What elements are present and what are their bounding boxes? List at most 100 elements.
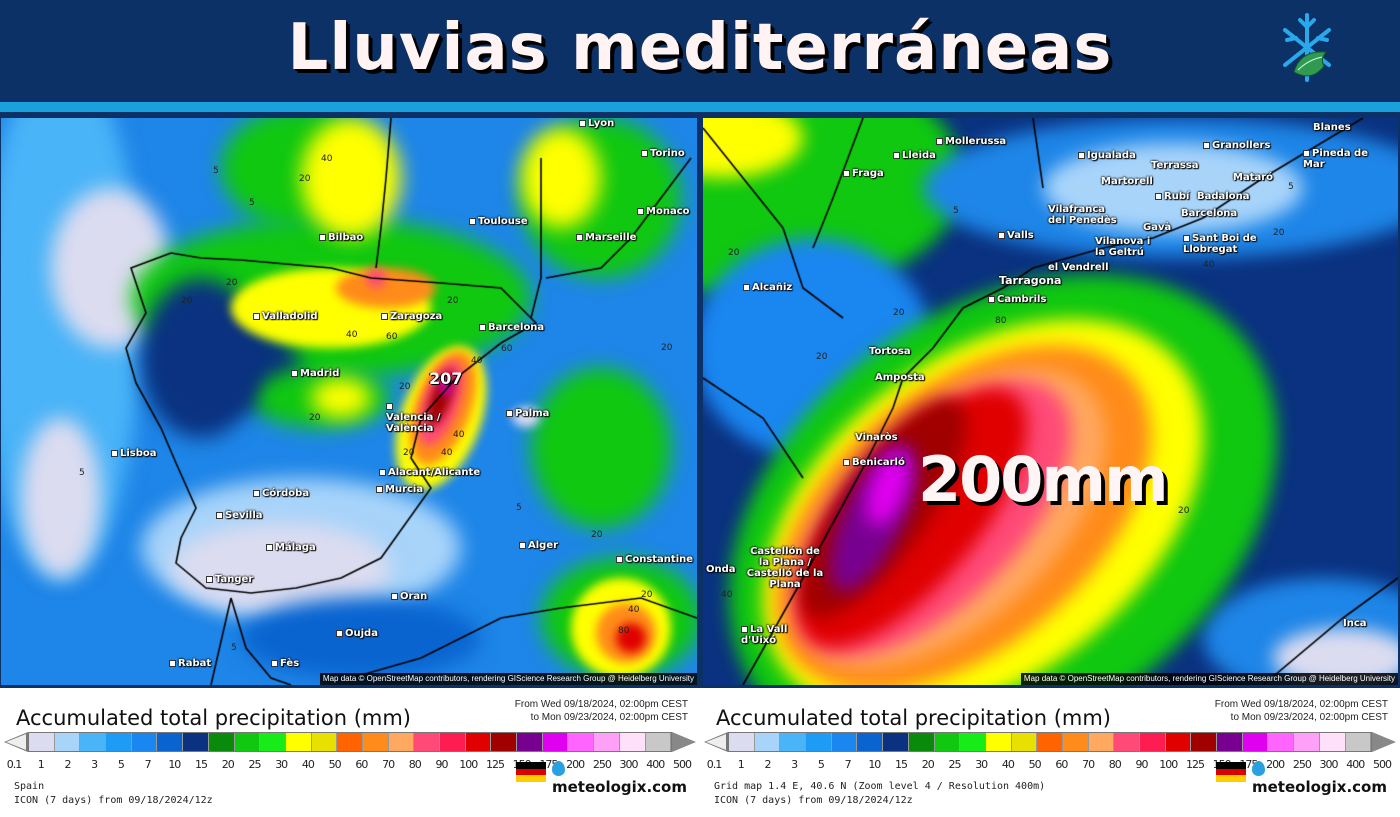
scale-label: 50 [328, 758, 342, 771]
city-label: Marseille [576, 232, 636, 243]
scale-swatch [1191, 733, 1218, 751]
scale-label: 50 [1028, 758, 1042, 771]
scale-label: 3 [91, 758, 98, 771]
city-label: Terrassa [1151, 160, 1199, 171]
snowflake-leaf-icon [1283, 13, 1331, 82]
contour-label: 40 [1203, 260, 1215, 270]
city-label: Castellón de la Plana / Castelló de la P… [746, 546, 824, 590]
city-label: Murcia [376, 484, 423, 495]
map-attribution[interactable]: Map data © OpenStreetMap contributors, r… [1020, 673, 1398, 685]
scale-label: 500 [1373, 758, 1392, 771]
city-label: Monaco [637, 206, 690, 217]
model-label: ICON (7 days) from 09/18/2024/12z [714, 795, 913, 806]
scale-swatch [908, 733, 935, 751]
city-label: Tortosa [869, 346, 911, 357]
color-scale [704, 732, 1396, 752]
city-label: Vinaròs [855, 432, 898, 443]
scale-label: 60 [1055, 758, 1068, 771]
scale-swatch [388, 733, 415, 751]
contour-label: 20 [893, 308, 905, 318]
scale-label: 3 [791, 758, 798, 771]
scale-arrow-left [4, 732, 28, 752]
scale-swatch [1294, 733, 1320, 751]
scale-swatch [1165, 733, 1192, 751]
scale-label: 125 [1185, 758, 1205, 771]
city-label: Valls [998, 230, 1034, 241]
scale-label: 15 [895, 758, 908, 771]
scale-label: 2 [64, 758, 71, 771]
date-to: to Mon 09/23/2024, 02:00pm CEST [530, 712, 688, 723]
map-catalonia-valencia[interactable]: Lleida Mollerussa Fraga Igualada Granoll… [703, 118, 1398, 685]
contour-label: 40 [628, 605, 640, 615]
brand-text: meteologix.com [1252, 778, 1387, 796]
city-label: Lisboa [111, 448, 157, 459]
scale-swatch [491, 733, 518, 751]
scale-swatch [80, 733, 107, 751]
scale-label: 200 [1266, 758, 1285, 771]
date-to: to Mon 09/23/2024, 02:00pm CEST [1230, 712, 1388, 723]
scale-swatch [183, 733, 209, 751]
scale-swatch [337, 733, 363, 751]
scale-label: 70 [1082, 758, 1095, 771]
map-attribution[interactable]: Map data © OpenStreetMap contributors, r… [319, 673, 697, 685]
city-label: Inca [1343, 618, 1367, 629]
scale-swatch [1062, 733, 1089, 751]
legend-left: Accumulated total precipitation (mm) Fro… [0, 688, 700, 813]
city-label: Zaragoza [381, 311, 442, 322]
scale-swatch [1217, 733, 1243, 751]
contour-label: 20 [1273, 228, 1285, 238]
scale-label: 5 [117, 758, 125, 771]
scale-swatch [131, 733, 158, 751]
brand-logo[interactable]: meteologix.com [1252, 760, 1400, 796]
city-label: Toulouse [469, 216, 528, 227]
scale-label: 90 [435, 758, 449, 771]
headline-amount: 200mm [918, 443, 1169, 516]
scale-swatch [465, 733, 492, 751]
city-label: Sant Boi de Llobregat [1183, 233, 1263, 255]
scale-label: 15 [195, 758, 208, 771]
scale-swatch [985, 733, 1012, 751]
brand-logo[interactable]: meteologix.com [552, 760, 700, 796]
city-label: Sevilla [216, 510, 263, 521]
scale-label: 300 [619, 758, 639, 771]
city-label: Pineda de Mar [1303, 148, 1373, 170]
city-label: Málaga [266, 542, 316, 553]
scale-swatch [806, 733, 832, 751]
city-label: Granollers [1203, 140, 1270, 151]
contour-label: 20 [816, 352, 828, 362]
scale-labels: 0.11235710152025304050607080901001251501… [707, 758, 1392, 772]
scale-swatch [960, 733, 986, 751]
scale-swatch [1011, 733, 1038, 751]
contour-label: 5 [79, 468, 85, 478]
scale-swatch [542, 733, 569, 751]
legend-title: Accumulated total precipitation (mm) [716, 706, 1111, 730]
header-strip [0, 102, 1400, 112]
scale-label: 30 [275, 758, 288, 771]
city-label: Tanger [206, 574, 253, 585]
city-label: Gavà [1143, 222, 1172, 233]
city-label: La Vall d'Uixó [741, 624, 791, 646]
scale-label: 0.1 [6, 758, 22, 771]
date-from: From Wed 09/18/2024, 02:00pm CEST [1214, 699, 1388, 710]
city-label: Córdoba [253, 488, 309, 499]
scale-label: 250 [592, 758, 612, 771]
germany-flag-icon [516, 762, 546, 782]
contour-label: 20 [403, 448, 415, 458]
city-label: Valladolid [253, 311, 318, 322]
scale-swatch [1345, 733, 1372, 751]
scale-swatch [260, 733, 286, 751]
scale-swatch [234, 733, 261, 751]
city-label: Barcelona [1181, 208, 1238, 219]
contour-label: 20 [181, 296, 193, 306]
city-label: Madrid [291, 368, 339, 379]
scale-label: 40 [1001, 758, 1015, 771]
scale-swatch [106, 733, 132, 751]
scale-swatch [568, 733, 595, 751]
scale-label: 10 [868, 758, 881, 771]
contour-label: 20 [299, 174, 311, 184]
contour-label: 5 [1288, 182, 1294, 192]
drop-icon [552, 761, 565, 776]
map-iberia[interactable]: Lyon Torino Toulouse Monaco Marseille Bi… [1, 118, 697, 685]
scale-swatch [208, 733, 235, 751]
city-label: Vilafranca del Penedès [1048, 204, 1117, 226]
